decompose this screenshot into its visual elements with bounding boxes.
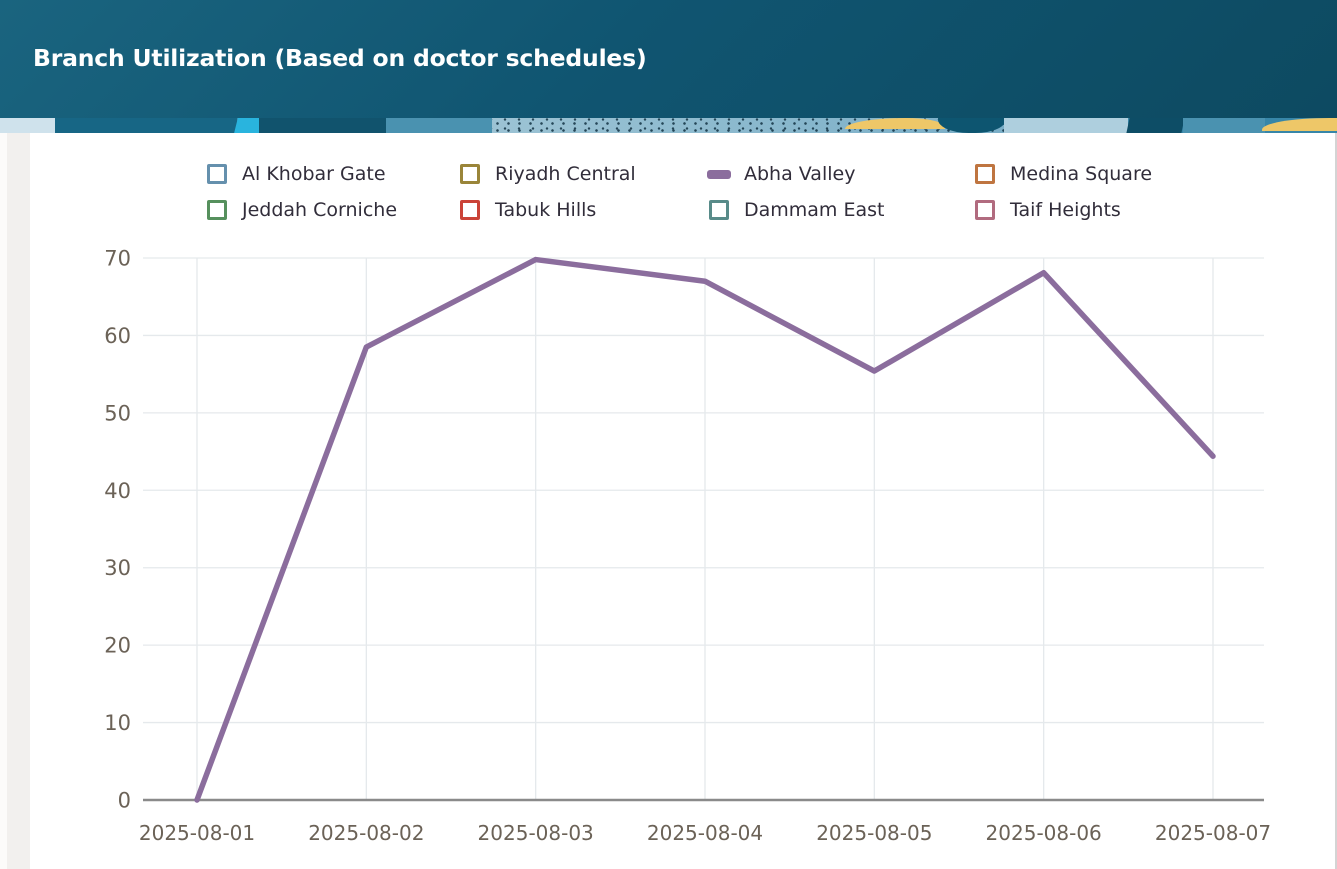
- banner-shape: [1183, 118, 1265, 133]
- swatch-shape: [975, 200, 995, 220]
- legend-item-al-khobar-gate[interactable]: Al Khobar Gate: [205, 161, 386, 187]
- banner-shape: [1262, 118, 1337, 131]
- legend-label: Medina Square: [1010, 163, 1153, 185]
- card-right-edge: [1335, 133, 1337, 869]
- jeddah-corniche-checkbox-swatch: [205, 200, 229, 220]
- tabuk-hills-checkbox-swatch: [458, 200, 482, 220]
- swatch-shape: [707, 169, 731, 179]
- banner-shape: [55, 118, 237, 133]
- banner-shape: [845, 118, 945, 129]
- medina-square-checkbox-swatch: [973, 164, 997, 184]
- chart-card: [30, 133, 1335, 869]
- legend-label: Al Khobar Gate: [242, 163, 386, 185]
- legend-label: Dammam East: [744, 199, 885, 221]
- banner-shape: [1126, 118, 1185, 133]
- banner-shape: [0, 118, 55, 133]
- page-title: Branch Utilization (Based on doctor sche…: [33, 44, 647, 72]
- swatch-shape: [975, 164, 995, 184]
- banner-shape: [1004, 118, 1128, 133]
- page-edge: [0, 133, 7, 869]
- swatch-shape: [460, 164, 480, 184]
- legend-item-riyadh-central[interactable]: Riyadh Central: [458, 161, 636, 187]
- legend-label: Tabuk Hills: [495, 199, 597, 221]
- swatch-shape: [207, 200, 227, 220]
- banner-shape: [259, 118, 386, 133]
- legend-label: Abha Valley: [744, 163, 856, 185]
- swatch-shape: [460, 200, 480, 220]
- legend-item-abha-valley[interactable]: Abha Valley: [707, 161, 855, 187]
- swatch-shape: [207, 164, 227, 184]
- riyadh-central-checkbox-swatch: [458, 164, 482, 184]
- legend-item-taif-heights[interactable]: Taif Heights: [973, 197, 1121, 223]
- legend-label: Riyadh Central: [495, 163, 636, 185]
- al-khobar-gate-checkbox-swatch: [205, 164, 229, 184]
- legend-label: Jeddah Corniche: [242, 199, 398, 221]
- page-gutter: [7, 133, 30, 869]
- banner-shape: [386, 118, 492, 133]
- legend-item-medina-square[interactable]: Medina Square: [973, 161, 1152, 187]
- panel-header: Branch Utilization (Based on doctor sche…: [0, 0, 1337, 118]
- legend-item-jeddah-corniche[interactable]: Jeddah Corniche: [205, 197, 397, 223]
- decorative-banner: [0, 118, 1337, 133]
- legend-label: Taif Heights: [1010, 199, 1121, 221]
- abha-valley-line-swatch: [707, 169, 731, 179]
- legend-item-tabuk-hills[interactable]: Tabuk Hills: [458, 197, 596, 223]
- dammam-east-checkbox-swatch: [707, 200, 731, 220]
- swatch-shape: [709, 200, 729, 220]
- banner-shape: [938, 118, 1006, 133]
- legend-item-dammam-east[interactable]: Dammam East: [707, 197, 884, 223]
- taif-heights-checkbox-swatch: [973, 200, 997, 220]
